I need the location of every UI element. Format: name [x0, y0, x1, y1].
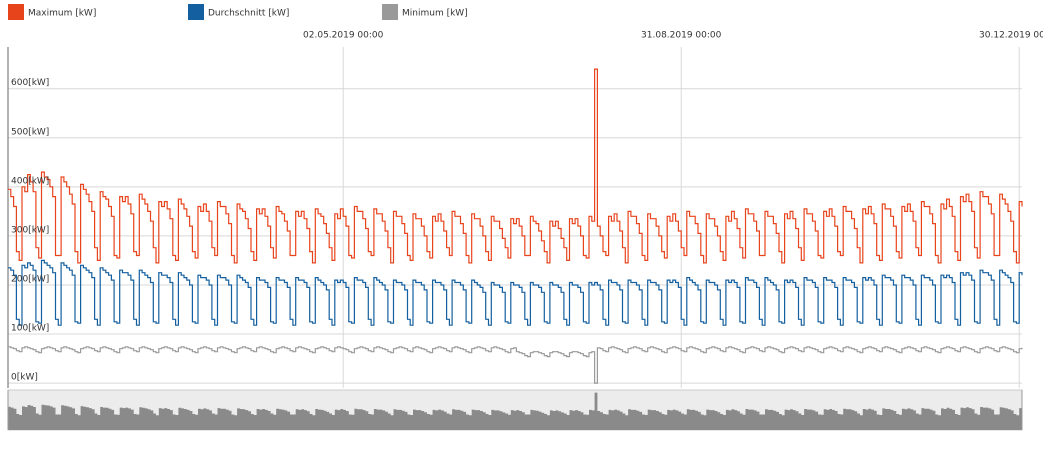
legend-label[interactable]: Durchschnitt [kW] [208, 9, 289, 19]
y-tick-label: 100[kW] [11, 324, 49, 334]
series-line [8, 259, 1023, 326]
plot-background [8, 47, 1022, 388]
y-tick-label: 0[kW] [11, 373, 38, 383]
series-line [8, 346, 1023, 384]
series-line [8, 68, 1023, 264]
y-tick-label: 500[kW] [11, 127, 49, 137]
y-tick-label: 400[kW] [11, 176, 49, 186]
legend-label[interactable]: Maximum [kW] [28, 9, 96, 19]
x-tick-label: 02.05.2019 00:00 [303, 31, 384, 41]
legend-swatch[interactable] [188, 4, 204, 20]
y-tick-label: 600[kW] [11, 78, 49, 88]
x-tick-label: 31.08.2019 00:00 [641, 31, 722, 41]
legend-swatch[interactable] [8, 4, 24, 20]
navigator-area [8, 392, 1022, 430]
legend-label[interactable]: Minimum [kW] [402, 9, 468, 19]
x-tick-label: 30.12.2019 00:00 [979, 31, 1043, 41]
legend-swatch[interactable] [382, 4, 398, 20]
y-tick-label: 300[kW] [11, 225, 49, 235]
y-tick-label: 200[kW] [11, 274, 49, 284]
